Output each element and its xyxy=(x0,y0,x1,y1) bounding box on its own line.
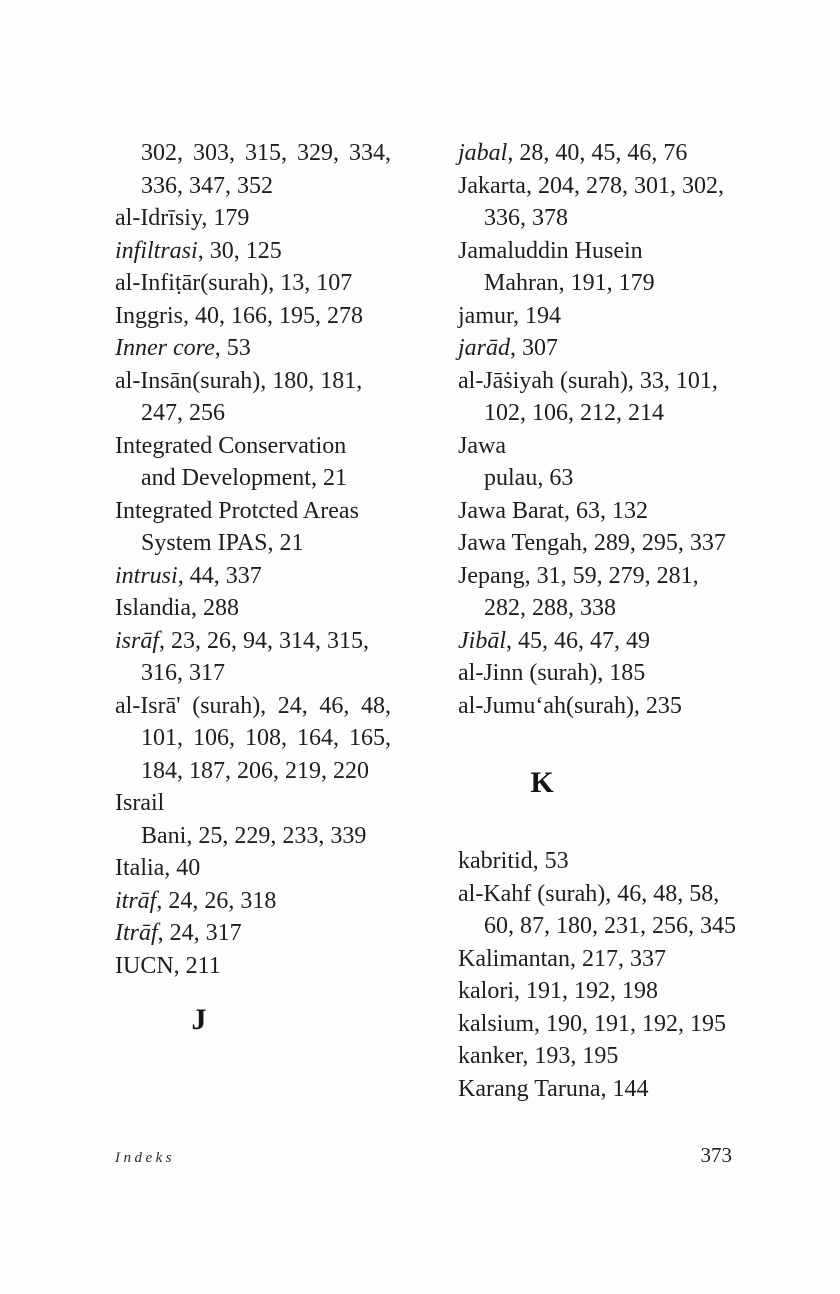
index-entry-line: itrāf, 24, 26, 318 xyxy=(115,887,277,914)
index-entry-line: kalori, 191, 192, 198 xyxy=(458,978,658,1004)
index-entry-line: al-Jumuʻah(surah), 235 xyxy=(458,692,682,719)
index-entry-line: al-Kahf (surah), 46, 48, 58, xyxy=(458,880,720,907)
index-entry-line: al-Insān(surah), 180, 181, xyxy=(115,367,363,394)
index-entry-line: intrusi, 44, 337 xyxy=(115,562,262,589)
index-entry-line: Kalimantan, 217, 337 xyxy=(458,945,666,972)
index-entry-line: IUCN, 211 xyxy=(115,952,221,979)
index-entry-line: Integrated Conservation xyxy=(115,432,347,459)
index-entry-line: jamur, 194 xyxy=(458,302,562,329)
index-entry-line: pulau, 63 xyxy=(484,465,574,491)
index-entry-line: isrāf, 23, 26, 94, 314, 315, xyxy=(115,627,370,654)
index-entry-line: kalsium, 190, 191, 192, 195 xyxy=(458,1010,726,1037)
index-column-left: 302, 303, 315, 329, 334, 336, 347, 352 al-… xyxy=(115,137,391,1038)
index-entry-line: al-Idrīsiy, 179 xyxy=(115,205,250,231)
index-entry-line: al-Infiṭār(surah), 13, 107 xyxy=(115,270,353,296)
index-entry-line: 302, 303, 315, 329, 334, xyxy=(141,140,391,166)
index-column-right: jabal, 28, 40, 45, 46, 76 Jakarta, 204, 2… xyxy=(458,137,736,1105)
page-number: 373 xyxy=(700,1143,733,1167)
index-entry-line: 247, 256 xyxy=(141,400,225,426)
index-entry-line: kanker, 193, 195 xyxy=(458,1043,619,1069)
index-entry-line: Jawa Tengah, 289, 295, 337 xyxy=(458,530,726,556)
index-entry-line: 60, 87, 180, 231, 256, 345 xyxy=(484,913,736,939)
index-entry-line: Jawa xyxy=(458,432,506,459)
index-entry-line: and Development, 21 xyxy=(141,465,347,491)
index-entry-line: Mahran, 191, 179 xyxy=(484,270,655,296)
index-entry-line: 336, 378 xyxy=(484,205,568,231)
index-entry-line: Israil xyxy=(115,790,165,816)
section-heading: K xyxy=(530,766,554,799)
index-entry-line: System IPAS, 21 xyxy=(141,530,304,556)
index-entry-line: 102, 106, 212, 214 xyxy=(484,400,664,426)
index-entry-line: 101, 106, 108, 164, 165, xyxy=(141,725,391,751)
index-entry-line: Bani, 25, 229, 233, 339 xyxy=(141,822,367,849)
index-entry-line: 282, 288, 338 xyxy=(484,595,616,621)
index-entry-line: Italia, 40 xyxy=(115,855,201,881)
index-entry-line: Itrāf, 24, 317 xyxy=(115,920,242,946)
index-entry-line: Integrated Protcted Areas xyxy=(115,497,359,524)
index-entry-line: jarād, 307 xyxy=(458,335,559,361)
index-entry-line: jabal, 28, 40, 45, 46, 76 xyxy=(458,140,688,166)
index-entry-line: Islandia, 288 xyxy=(115,595,239,621)
index-entry-line: Jawa Barat, 63, 132 xyxy=(458,497,648,524)
index-entry-line: 336, 347, 352 xyxy=(141,172,273,199)
index-entry-line: Jakarta, 204, 278, 301, 302, xyxy=(458,172,724,199)
index-entry-line: Inggris, 40, 166, 195, 278 xyxy=(115,302,363,329)
index-entry-line: kabritid, 53 xyxy=(458,848,569,874)
index-entry-line: Jibāl, 45, 46, 47, 49 xyxy=(458,627,650,654)
index-entry-line: al-Isrā' (surah), 24, 46, 48, xyxy=(115,692,391,719)
section-heading: J xyxy=(191,1003,207,1036)
index-entry-line: infiltrasi, 30, 125 xyxy=(115,237,282,264)
index-entry-line: Jepang, 31, 59, 279, 281, xyxy=(458,562,699,589)
index-entry-line: al-Jinn (surah), 185 xyxy=(458,660,646,686)
index-entry-line: Inner core, 53 xyxy=(115,335,251,361)
index-entry-line: Karang Taruna, 144 xyxy=(458,1075,649,1102)
index-entry-line: 316, 317 xyxy=(141,660,225,686)
index-entry-line: al-Jāṡiyah (surah), 33, 101, xyxy=(458,367,718,394)
index-entry-line: 184, 187, 206, 219, 220 xyxy=(141,757,369,784)
footer-section-label: Indeks xyxy=(115,1150,176,1166)
index-entry-line: Jamaluddin Husein xyxy=(458,237,643,264)
